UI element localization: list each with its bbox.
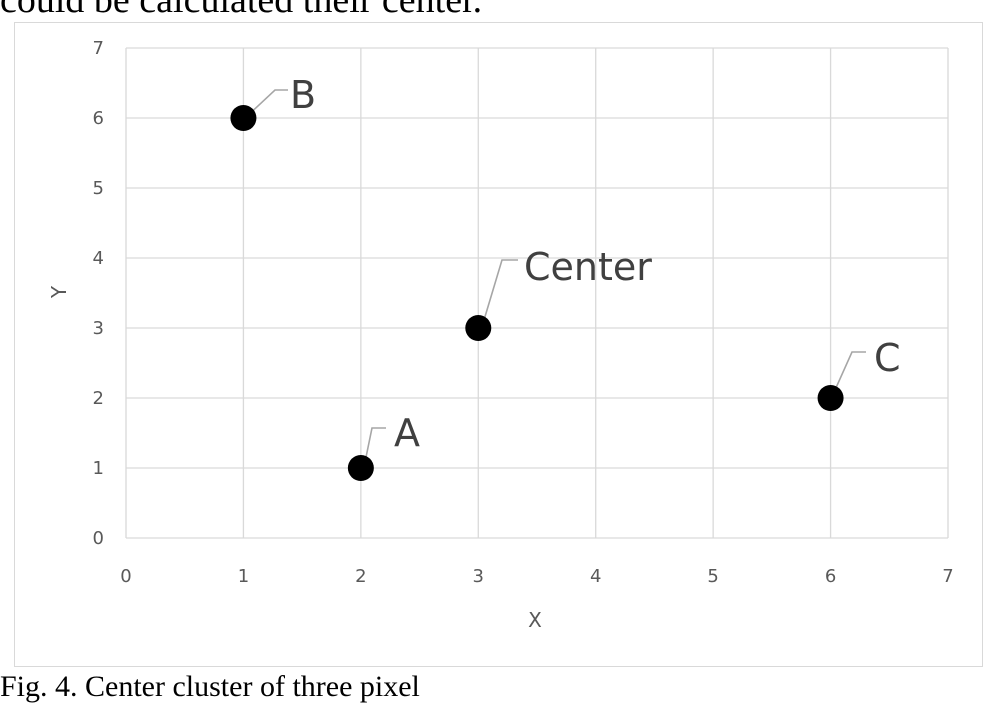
x-tick-label: 1 bbox=[238, 566, 249, 587]
point-c bbox=[817, 385, 844, 411]
x-tick-label: 2 bbox=[355, 566, 366, 587]
figure-caption: Fig. 4. Center cluster of three pixel bbox=[0, 670, 420, 703]
grid-lines bbox=[125, 47, 949, 539]
y-tick-label: 7 bbox=[93, 38, 104, 59]
y-tick-label: 4 bbox=[93, 248, 104, 269]
x-tick-label: 0 bbox=[120, 566, 131, 587]
data-points bbox=[230, 105, 844, 481]
point-center bbox=[465, 315, 492, 341]
leader-line-c bbox=[830, 351, 866, 400]
x-tick-label: 4 bbox=[590, 566, 601, 587]
x-axis-label: X bbox=[528, 608, 542, 632]
x-tick-label: 6 bbox=[825, 566, 836, 587]
y-axis-label: Y bbox=[47, 285, 71, 299]
header-text: could be calculated their center. bbox=[0, 0, 999, 20]
x-tick-label: 5 bbox=[707, 566, 718, 587]
y-tick-label: 5 bbox=[93, 178, 104, 199]
data-label-c: C bbox=[874, 336, 901, 380]
x-tick-label: 3 bbox=[473, 566, 484, 587]
tick-labels: 0 1 2 3 4 5 6 7 0 1 2 3 4 5 6 7 bbox=[93, 38, 954, 587]
data-label-b: B bbox=[290, 73, 316, 117]
y-tick-label: 6 bbox=[93, 108, 104, 129]
leader-line-a bbox=[363, 427, 386, 468]
data-labels: A B Center C bbox=[290, 73, 901, 455]
scatter-chart: 0 1 2 3 4 5 6 7 0 1 2 3 4 5 6 7 A B Center C X Y bbox=[47, 38, 954, 632]
y-tick-label: 0 bbox=[93, 528, 104, 549]
y-tick-label: 1 bbox=[93, 458, 104, 479]
point-a bbox=[347, 455, 374, 481]
point-b bbox=[230, 105, 257, 131]
data-label-center: Center bbox=[524, 245, 652, 289]
x-tick-label: 7 bbox=[942, 566, 953, 587]
data-label-a: A bbox=[394, 411, 420, 455]
y-tick-label: 2 bbox=[93, 388, 104, 409]
leader-line-center bbox=[480, 259, 518, 331]
chart-frame bbox=[14, 22, 983, 667]
y-tick-label: 3 bbox=[93, 318, 104, 339]
